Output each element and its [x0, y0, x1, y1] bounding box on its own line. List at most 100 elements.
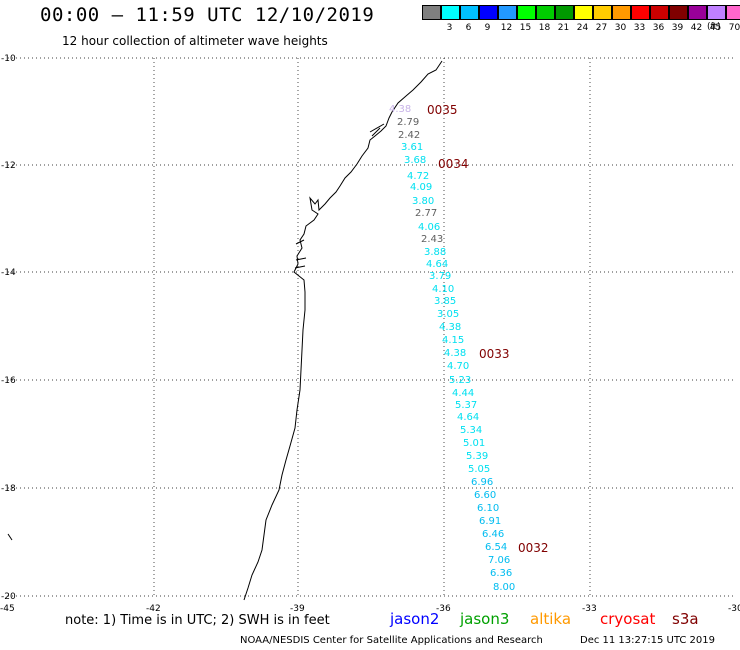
scale-swatch: 6: [459, 5, 479, 33]
wave-height-value: 5.39: [466, 451, 488, 462]
credit-line: NOAA/NESDIS Center for Satellite Applica…: [240, 635, 543, 646]
wave-height-value: 3.88: [424, 247, 446, 258]
scale-label: 9: [484, 23, 491, 33]
scale-color-box: [421, 5, 441, 20]
pass-id: 0032: [518, 541, 549, 555]
scale-label: 70: [728, 23, 740, 33]
wave-height-value: 2.79: [397, 117, 419, 128]
scale-swatch: 15: [516, 5, 536, 33]
scale-label: 45: [709, 23, 722, 33]
wave-height-value: 3.80: [412, 196, 434, 207]
scale-color-box: [649, 5, 669, 20]
wave-height-value: 2.42: [398, 130, 420, 141]
wave-height-value: 6.60: [474, 490, 496, 501]
scale-swatch: 42: [687, 5, 707, 33]
wave-height-value: 5.34: [460, 425, 482, 436]
longitude-labels: -45 -42 -39 -36 -33 -30: [0, 604, 740, 614]
wave-height-value: 3.85: [434, 296, 456, 307]
scale-label: 33: [633, 23, 646, 33]
wave-height-labels: 4.38 2.79 2.423.61 3.68 4.724.09 3.802.77 4.06…: [389, 104, 515, 593]
wave-height-value: 6.91: [479, 516, 501, 527]
scale-swatch: 12: [497, 5, 517, 33]
lat-label: -16: [1, 376, 16, 386]
color-scale-legend: 3 6 9 12 15 18 21 24 27 30 33 36 39 42 45 70: [421, 5, 740, 33]
footer-note: note: 1) Time is in UTC; 2) SWH is in fe…: [65, 613, 330, 628]
wave-height-value: 2.43: [421, 234, 443, 245]
wave-height-value: 4.38: [439, 322, 461, 333]
scale-color-box: [687, 5, 707, 20]
scale-color-box: [535, 5, 555, 20]
satellite-jason2: jason2: [390, 610, 440, 628]
scale-swatch: 33: [630, 5, 650, 33]
wave-height-value: 6.10: [477, 503, 499, 514]
scale-swatch: 70: [725, 5, 740, 33]
scale-color-box: [478, 5, 498, 20]
wave-height-value: 4.70: [447, 361, 469, 372]
scale-color-box: [592, 5, 612, 20]
scale-swatch: 45: [706, 5, 726, 33]
lon-label: -30: [728, 604, 740, 614]
satellite-s3a: s3a: [672, 610, 699, 628]
wave-height-value: 2.77: [415, 208, 437, 219]
wave-height-value: 3.05: [437, 309, 459, 320]
scale-color-box: [573, 5, 593, 20]
wave-height-value: 4.44: [452, 388, 474, 399]
scale-color-box: [706, 5, 726, 20]
wave-height-value: 6.46: [482, 529, 504, 540]
scale-label: 6: [465, 23, 472, 33]
pass-id-labels: 0035 0034 0033 0032: [427, 103, 549, 555]
lat-label: -14: [1, 268, 16, 278]
scale-color-box: [554, 5, 574, 20]
lat-label: -18: [1, 484, 16, 494]
scale-label: 24: [576, 23, 589, 33]
scale-label: 12: [500, 23, 513, 33]
scale-swatch: 30: [611, 5, 631, 33]
scale-label: 27: [595, 23, 608, 33]
scale-unit: (ft): [707, 22, 721, 32]
scale-color-box: [668, 5, 688, 20]
pass-id: 0034: [438, 157, 469, 171]
scale-label: 42: [690, 23, 703, 33]
scale-swatch: 9: [478, 5, 498, 33]
pass-id: 0035: [427, 103, 458, 117]
lon-label: -45: [0, 604, 15, 614]
wave-height-value: 3.61: [401, 142, 423, 153]
lat-label: -12: [1, 161, 16, 171]
lon-label: -33: [582, 604, 597, 614]
map-grid: [8, 57, 736, 597]
wave-height-value: 5.37: [455, 400, 477, 411]
scale-swatch: 36: [649, 5, 669, 33]
coast-detail: [7, 123, 385, 541]
wave-height-value: 4.64: [426, 259, 448, 270]
scale-swatch: 39: [668, 5, 688, 33]
scale-color-box: [440, 5, 460, 20]
scale-label: 39: [671, 23, 684, 33]
wave-height-value: 4.09: [410, 182, 432, 193]
lon-label: -36: [436, 604, 451, 614]
coastline: [243, 60, 443, 601]
wave-height-value: 5.05: [468, 464, 490, 475]
wave-height-value: 6.54: [485, 542, 507, 553]
scale-color-box: [516, 5, 536, 20]
wave-height-value: 4.15: [442, 335, 464, 346]
wave-height-value: 6.36: [490, 568, 512, 579]
pass-id: 0033: [479, 347, 510, 361]
scale-color-box: [725, 5, 740, 20]
latitude-labels: -10 -12 -14 -16 -18 -20: [1, 54, 16, 602]
scale-swatch: 3: [440, 5, 460, 33]
satellite-jason3: jason3: [460, 610, 510, 628]
page-subtitle: 12 hour collection of altimeter wave hei…: [62, 34, 328, 48]
satellite-altika: altika: [530, 610, 572, 628]
wave-height-value: 8.00: [493, 582, 515, 593]
scale-swatch: 27: [592, 5, 612, 33]
wave-height-value: 5.01: [463, 438, 485, 449]
scale-swatch: [421, 5, 441, 33]
scale-label: 18: [538, 23, 551, 33]
wave-height-value: 5.23: [449, 375, 471, 386]
wave-height-value: 7.06: [488, 555, 510, 566]
wave-height-value: 6.96: [471, 477, 493, 488]
timestamp: Dec 11 13:27:15 UTC 2019: [580, 635, 715, 646]
wave-height-value: 4.06: [418, 222, 440, 233]
wave-height-value: 3.68: [404, 155, 426, 166]
scale-swatch: 21: [554, 5, 574, 33]
